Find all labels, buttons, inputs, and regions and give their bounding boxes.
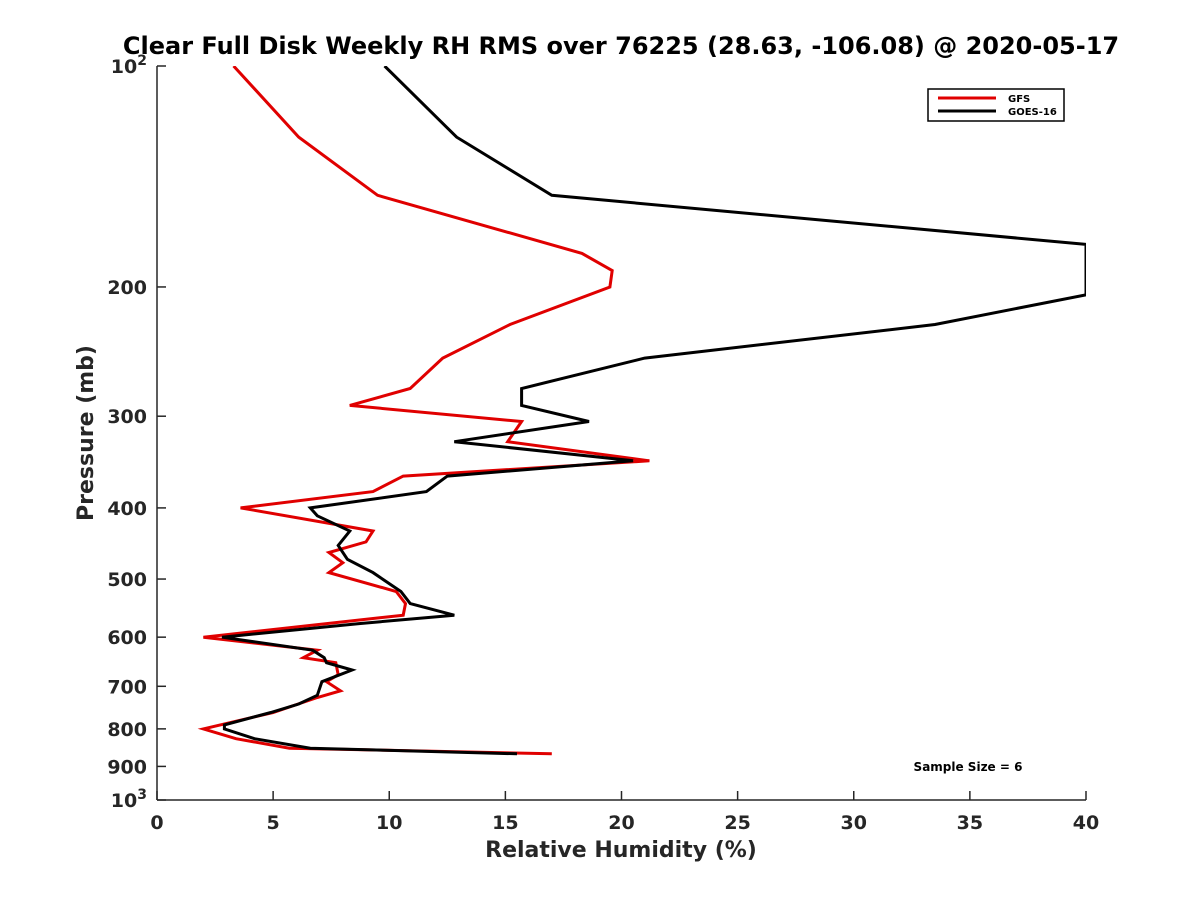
y-tick-label: 400: [107, 498, 147, 520]
series-line-goes-16: [221, 66, 1086, 756]
legend: GFS GOES-16: [927, 88, 1065, 122]
x-tick-label: 5: [267, 812, 280, 834]
x-tick-label: 30: [841, 812, 867, 834]
y-tick-label: 300: [107, 406, 147, 428]
series-layer: [197, 66, 1086, 756]
sample-size-annotation: Sample Size = 6: [914, 760, 1023, 774]
x-tick-label: 35: [957, 812, 983, 834]
y-tick-label: 900: [107, 756, 147, 778]
x-tick-label: 0: [150, 812, 163, 834]
series-line-gfs: [197, 66, 650, 756]
y-tick-label: 103: [111, 787, 147, 812]
axes: 0 5 10 15 20 25 30 35 40 102 200 300 400 500 600 700 800…: [107, 53, 1099, 834]
y-tick-label: 500: [107, 569, 147, 591]
y-axis-label: Pressure (mb): [74, 345, 99, 521]
y-tick-label: 200: [107, 277, 147, 299]
x-tick-label: 10: [376, 812, 402, 834]
x-axis-label: Relative Humidity (%): [485, 838, 757, 863]
x-tick-label: 25: [724, 812, 750, 834]
legend-label-gfs: GFS: [1008, 94, 1030, 105]
x-tick-label: 20: [608, 812, 634, 834]
y-tick-label: 700: [107, 676, 147, 698]
y-tick-label: 800: [107, 719, 147, 741]
x-tick-label: 40: [1073, 812, 1099, 834]
chart-title: Clear Full Disk Weekly RH RMS over 76225…: [123, 32, 1119, 60]
y-tick-label: 600: [107, 627, 147, 649]
legend-box: [927, 88, 1065, 122]
x-tick-label: 15: [492, 812, 518, 834]
y-tick-label: 102: [111, 53, 147, 78]
legend-label-goes-16: GOES-16: [1008, 107, 1057, 118]
